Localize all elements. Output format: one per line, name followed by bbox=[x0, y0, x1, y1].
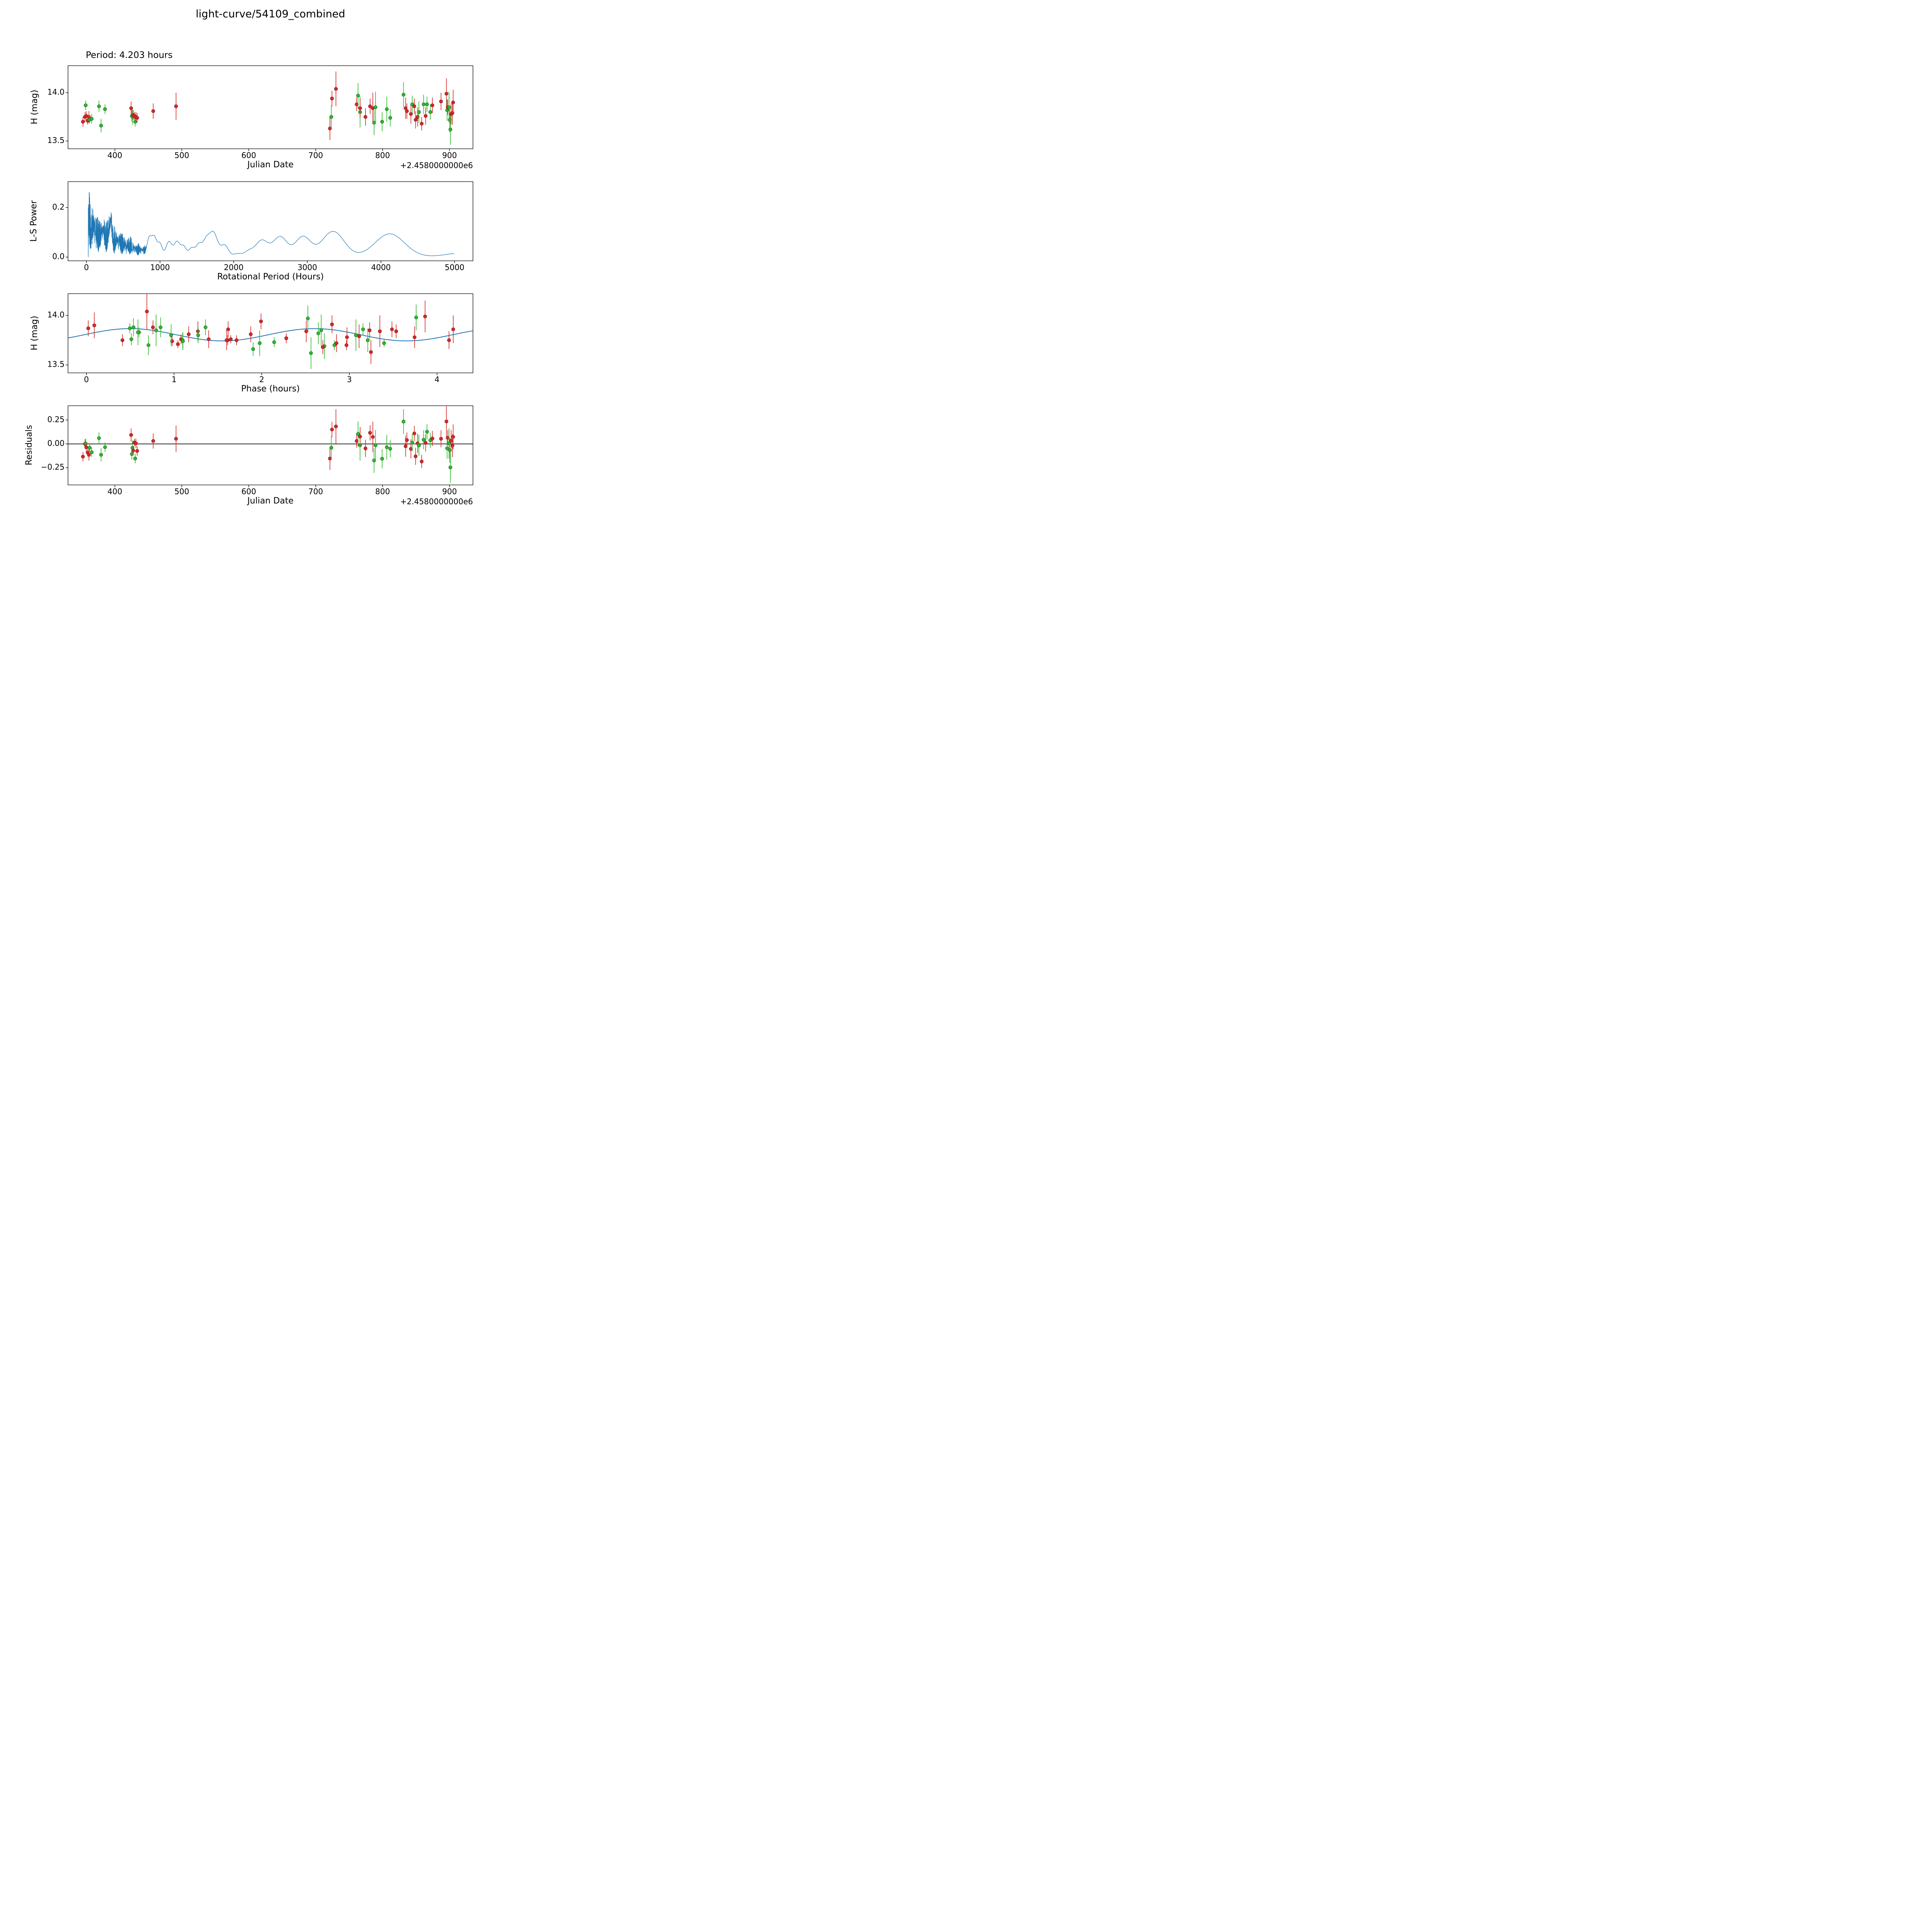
figure-title: light-curve/54109_combined bbox=[196, 8, 345, 20]
period-annotation: Period: 4.203 hours bbox=[86, 50, 173, 60]
panel3-xlabel: Phase (hours) bbox=[241, 384, 300, 394]
panel2-xlabel: Rotational Period (Hours) bbox=[217, 272, 324, 282]
panel1-offset-label: +2.4580000000e6 bbox=[400, 161, 473, 170]
panel1-ylabel: H (mag) bbox=[29, 90, 39, 124]
panel1-xlabel: Julian Date bbox=[247, 160, 294, 170]
panel3-ylabel: H (mag) bbox=[29, 316, 39, 350]
plot-canvas bbox=[0, 0, 522, 522]
panel4-xlabel: Julian Date bbox=[247, 496, 294, 506]
panel2-ylabel: L-S Power bbox=[29, 200, 39, 242]
panel4-offset-label: +2.4580000000e6 bbox=[400, 497, 473, 506]
panel4-ylabel: Residuals bbox=[24, 425, 34, 466]
light-curve-figure: light-curve/54109_combined Period: 4.203… bbox=[0, 0, 522, 522]
